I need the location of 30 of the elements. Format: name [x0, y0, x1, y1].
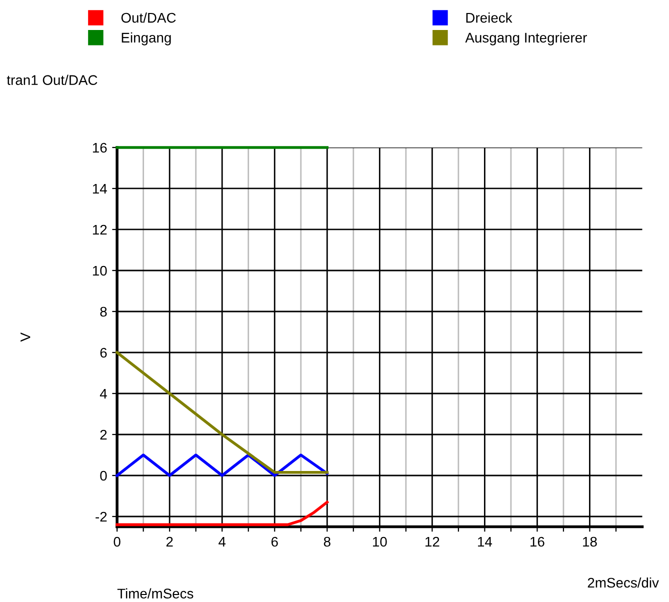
legend-label: Ausgang Integrierer [465, 32, 587, 46]
x-tick-label: 2 [166, 536, 173, 547]
x-tick-label: 4 [218, 536, 226, 547]
y-tick-label: 14 [92, 184, 107, 194]
y-tick-label: 2 [100, 430, 107, 440]
x-tick-label: 6 [271, 536, 278, 547]
legend-label: Out/DAC [121, 12, 176, 23]
y-tick-label: 6 [100, 348, 107, 358]
x-tick-label: 14 [478, 536, 492, 547]
y-tick-label: 16 [92, 142, 107, 153]
y-tick-label: 12 [92, 224, 107, 235]
y-tick-label: 4 [100, 388, 107, 399]
y-axis-title: V [20, 332, 30, 342]
legend-label: Eingang [122, 32, 171, 46]
y-tick-label: 10 [92, 266, 107, 276]
x-tick-label: 10 [372, 536, 387, 547]
x-axis-title: Time/mSecs [117, 588, 194, 599]
x-tick-label: 18 [583, 536, 597, 547]
y-tick-label: -2 [96, 512, 107, 522]
x-tick-label: 8 [324, 536, 330, 547]
y-tick-label: 0 [100, 470, 107, 481]
text: 2mSecs/div [588, 577, 659, 588]
line-series [116, 351, 329, 474]
x-tick-label: 16 [530, 536, 544, 547]
y-tick-label: 8 [100, 306, 107, 317]
text: tran1 Out/DAC [6, 74, 98, 85]
x-tick-label: 12 [426, 536, 440, 547]
legend-label: Dreieck [466, 12, 512, 23]
line-series [116, 500, 329, 526]
x-tick-label: 0 [114, 536, 120, 547]
